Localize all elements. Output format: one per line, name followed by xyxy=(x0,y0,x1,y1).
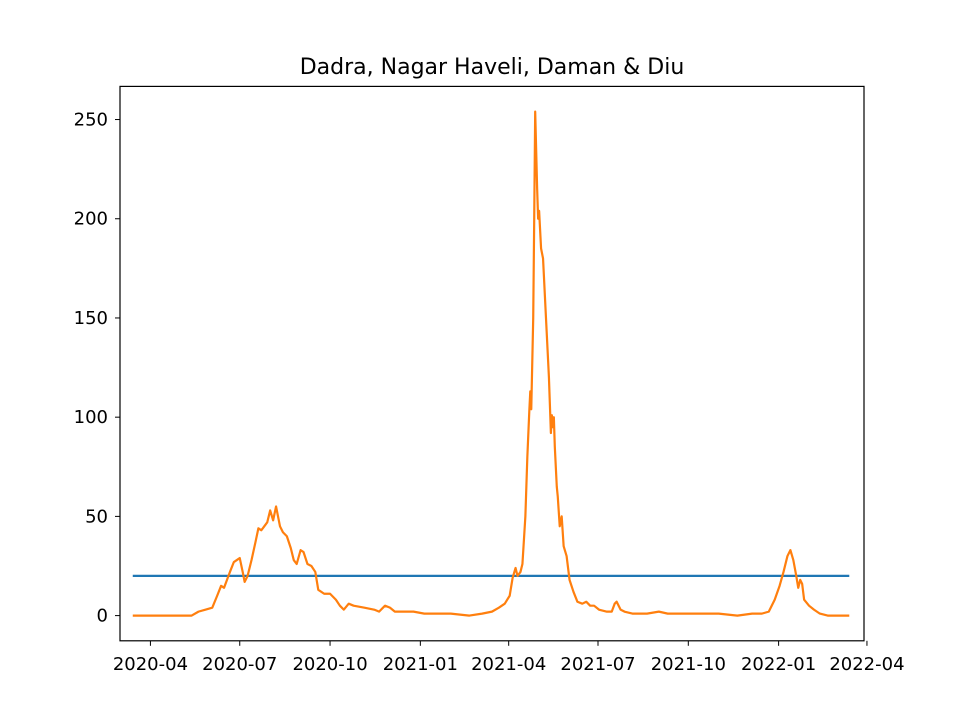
x-tick-label-4: 2021-04 xyxy=(471,654,546,675)
x-tick-label-0: 2020-04 xyxy=(113,654,188,675)
x-tick-label-5: 2021-07 xyxy=(560,654,635,675)
chart-title: Dadra, Nagar Haveli, Daman & Diu xyxy=(300,55,685,80)
plot-frame xyxy=(119,85,865,642)
axes-layer: 0 50 100 150 200 250 2020-04 2020-07 2020-10 2021… xyxy=(74,110,905,675)
series-layer xyxy=(132,110,850,617)
x-tick-label-1: 2020-07 xyxy=(202,654,277,675)
series-line-2 xyxy=(132,110,850,617)
y-tick-label-5: 250 xyxy=(74,110,108,131)
x-tick-label-7: 2022-01 xyxy=(741,654,816,675)
y-tick-label-1: 50 xyxy=(85,506,108,527)
y-tick-label-2: 100 xyxy=(74,407,108,428)
x-tick-label-8: 2022-04 xyxy=(829,654,904,675)
y-tick-label-4: 200 xyxy=(74,209,108,230)
y-tick-label-3: 150 xyxy=(74,308,108,329)
y-tick-label-0: 0 xyxy=(97,606,108,627)
x-tick-label-2: 2020-10 xyxy=(292,654,367,675)
x-tick-label-3: 2021-01 xyxy=(383,654,458,675)
x-tick-label-6: 2021-10 xyxy=(651,654,726,675)
